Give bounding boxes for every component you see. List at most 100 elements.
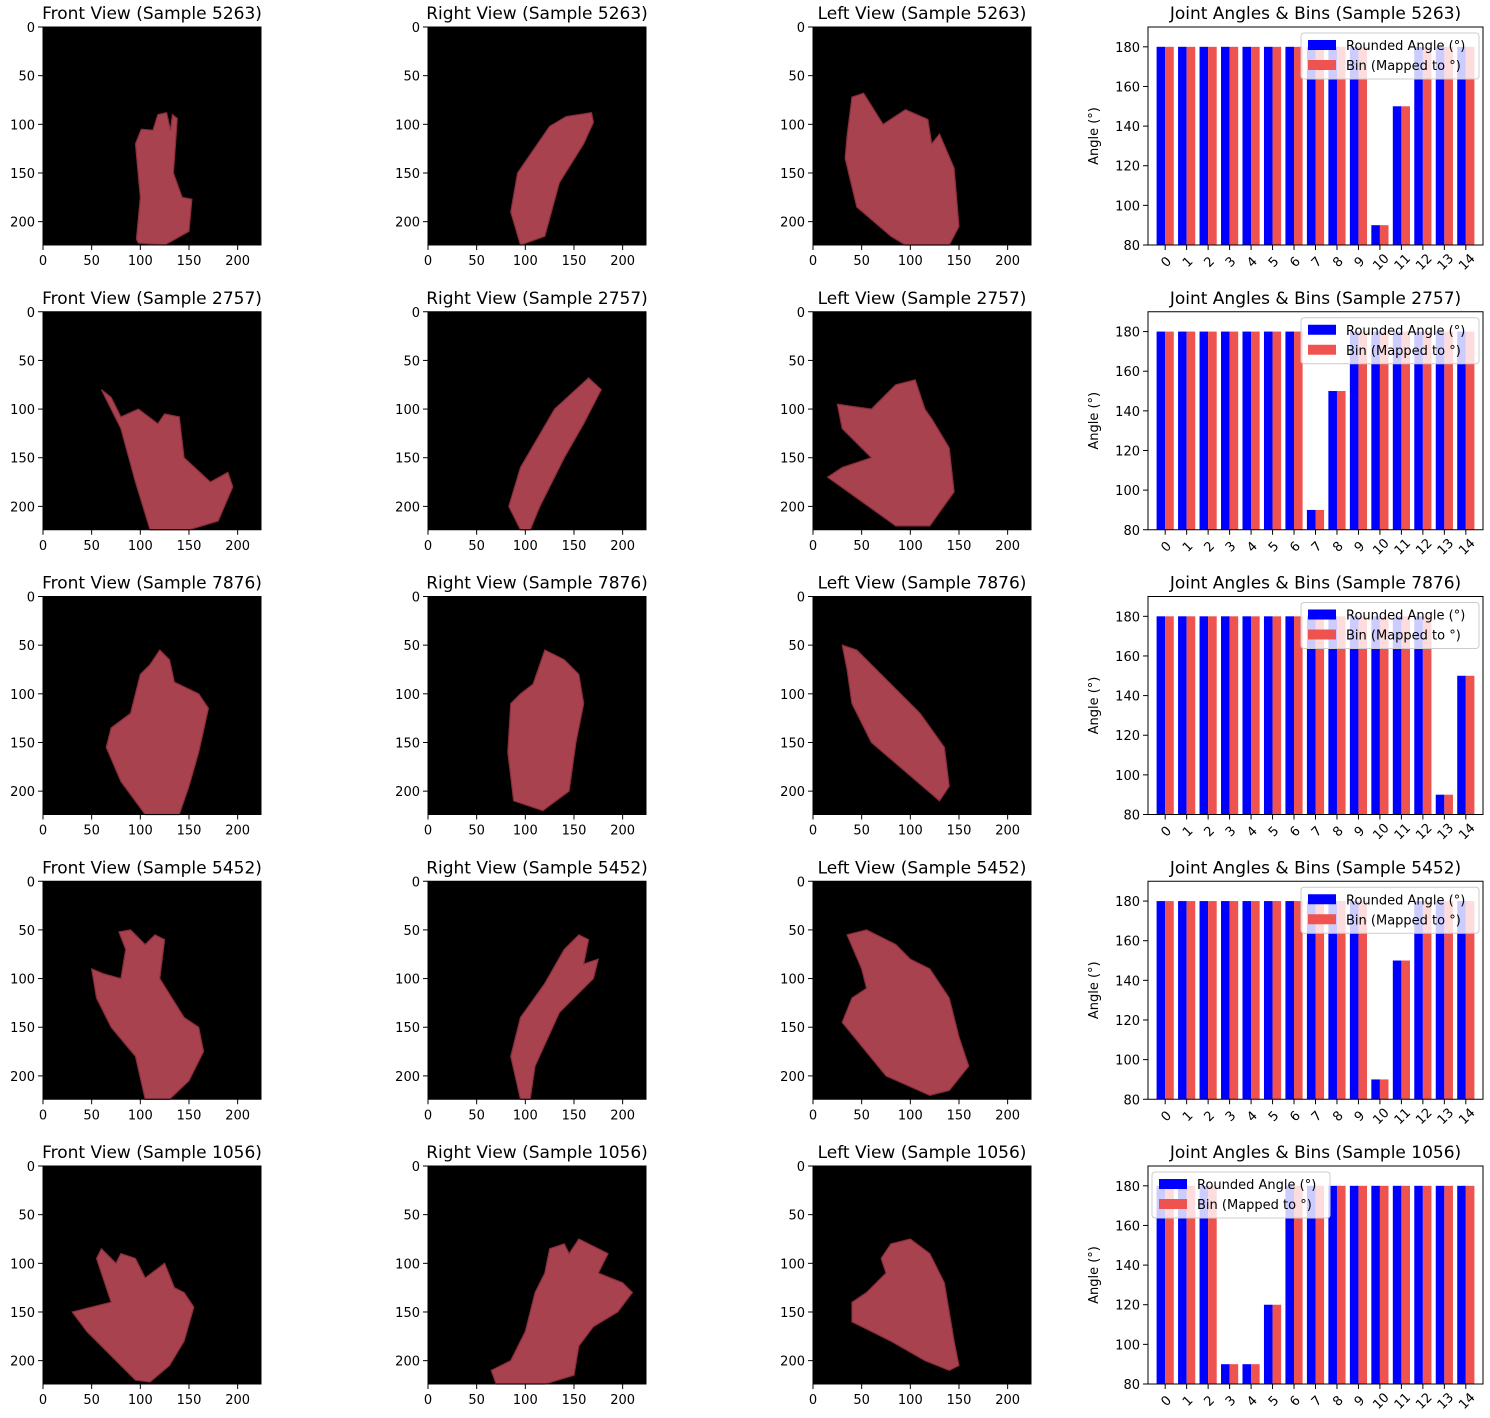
y-tick-label: 100 <box>1115 769 1140 784</box>
x-tick-label: 10 <box>1370 1390 1392 1412</box>
front-view-panel: Front View (Sample 1056) 0 50 100 150 200 0 50 1… <box>10 1143 262 1408</box>
hand-silhouette <box>826 379 955 527</box>
x-tick-label: 0 <box>809 1108 817 1123</box>
rounded-angle-bar <box>1435 46 1445 246</box>
rounded-angle-bar <box>1414 616 1423 815</box>
bin-bar <box>1358 1185 1368 1384</box>
y-tick-label: 0 <box>27 306 35 321</box>
bin-bar <box>1401 1185 1410 1384</box>
image-frame <box>427 26 647 246</box>
y-tick-label: 120 <box>1115 1299 1140 1314</box>
bin-bar <box>1165 1185 1174 1384</box>
chart-title: Joint Angles & Bins (Sample 7876) <box>1169 574 1461 594</box>
bin-bar <box>1444 901 1453 1100</box>
x-tick-label: 12 <box>1413 1390 1435 1412</box>
rounded-angle-bar <box>1199 46 1209 246</box>
x-tick-label: 13 <box>1435 821 1457 843</box>
x-tick-label: 150 <box>177 539 202 554</box>
x-tick-label: 7 <box>1309 254 1325 270</box>
bin-bar <box>1358 616 1368 815</box>
bin-bar <box>1444 794 1453 815</box>
x-tick-label: 150 <box>177 1393 202 1408</box>
y-tick-label: 150 <box>780 167 805 182</box>
x-tick-label: 11 <box>1392 821 1414 843</box>
y-tick-label: 200 <box>395 1070 420 1085</box>
x-tick-label: 0 <box>424 824 432 839</box>
bin-bar <box>1444 331 1453 530</box>
y-tick-label: 150 <box>395 1306 420 1321</box>
bin-bar <box>1444 1185 1453 1384</box>
bin-bar <box>1186 1185 1196 1384</box>
y-tick-label: 100 <box>395 973 420 988</box>
y-axis-label: Angle (°) <box>1087 107 1102 165</box>
bin-bar <box>1294 331 1303 530</box>
x-tick-label: 2 <box>1201 824 1217 840</box>
hand-silhouette <box>510 934 600 1100</box>
rounded-angle-bar <box>1221 616 1230 815</box>
x-tick-label: 100 <box>128 824 153 839</box>
x-tick-label: 4 <box>1244 539 1260 555</box>
right-view-panel: Right View (Sample 5263) 0 50 100 150 200 0 50 1… <box>395 4 648 269</box>
bin-bar <box>1251 46 1260 246</box>
bin-bar <box>1336 1185 1346 1384</box>
x-tick-label: 150 <box>947 254 972 269</box>
x-tick-label: 100 <box>898 1393 923 1408</box>
y-tick-label: 100 <box>395 118 420 133</box>
legend-swatch-rounded <box>1308 324 1336 335</box>
y-tick-label: 80 <box>1123 809 1140 824</box>
bin-bar <box>1444 46 1453 246</box>
right-view-title: Right View (Sample 5263) <box>426 4 648 24</box>
x-tick-label: 200 <box>995 824 1020 839</box>
legend-label-bin: Bin (Mapped to °) <box>1346 344 1461 359</box>
bin-bar <box>1229 331 1239 530</box>
image-frame <box>42 26 262 246</box>
x-tick-label: 50 <box>83 824 100 839</box>
y-tick-label: 100 <box>780 118 805 133</box>
y-tick-label: 150 <box>395 736 420 751</box>
y-tick-label: 200 <box>10 1355 35 1370</box>
legend-swatch-rounded <box>1308 894 1336 905</box>
chart-legend: Rounded Angle (°) Bin (Mapped to °) <box>1300 317 1480 365</box>
x-tick-label: 12 <box>1413 536 1435 558</box>
y-tick-label: 0 <box>27 875 35 890</box>
hand-silhouette <box>90 929 205 1100</box>
rounded-angle-bar <box>1156 901 1166 1100</box>
x-tick-label: 200 <box>225 1393 250 1408</box>
x-tick-label: 0 <box>39 1108 47 1123</box>
y-tick-label: 120 <box>1115 1014 1140 1029</box>
x-tick-label: 200 <box>225 539 250 554</box>
y-tick-label: 0 <box>412 306 420 321</box>
y-tick-label: 150 <box>780 452 805 467</box>
bin-bar <box>1422 901 1432 1100</box>
x-tick-label: 100 <box>513 254 538 269</box>
y-tick-label: 120 <box>1115 160 1140 175</box>
image-frame <box>42 880 262 1100</box>
image-frame <box>427 1165 647 1385</box>
x-tick-label: 0 <box>424 539 432 554</box>
x-tick-label: 0 <box>1158 254 1174 270</box>
rounded-angle-bar <box>1306 901 1316 1100</box>
hand-silhouette <box>841 644 950 802</box>
x-tick-label: 13 <box>1435 536 1457 558</box>
bin-bar <box>1186 331 1196 530</box>
bin-bar <box>1379 616 1389 815</box>
x-tick-label: 0 <box>809 254 817 269</box>
x-tick-label: 0 <box>39 824 47 839</box>
rounded-angle-bar <box>1349 1185 1359 1384</box>
y-tick-label: 50 <box>18 639 35 654</box>
bin-bar <box>1251 331 1260 530</box>
rounded-angle-bar <box>1221 46 1230 246</box>
rounded-angle-bar <box>1178 1185 1187 1384</box>
x-tick-label: 9 <box>1352 539 1368 555</box>
y-tick-label: 100 <box>10 118 35 133</box>
y-tick-label: 200 <box>780 1070 805 1085</box>
rounded-angle-bar <box>1156 616 1166 815</box>
x-tick-label: 0 <box>39 254 47 269</box>
rounded-angle-bar <box>1263 1304 1273 1384</box>
legend-swatch-rounded <box>1308 40 1336 50</box>
bin-bar <box>1379 1079 1389 1100</box>
x-tick-label: 0 <box>809 1393 817 1408</box>
bin-bar <box>1272 1304 1282 1384</box>
y-tick-label: 160 <box>1115 1219 1140 1234</box>
y-tick-label: 100 <box>780 688 805 703</box>
